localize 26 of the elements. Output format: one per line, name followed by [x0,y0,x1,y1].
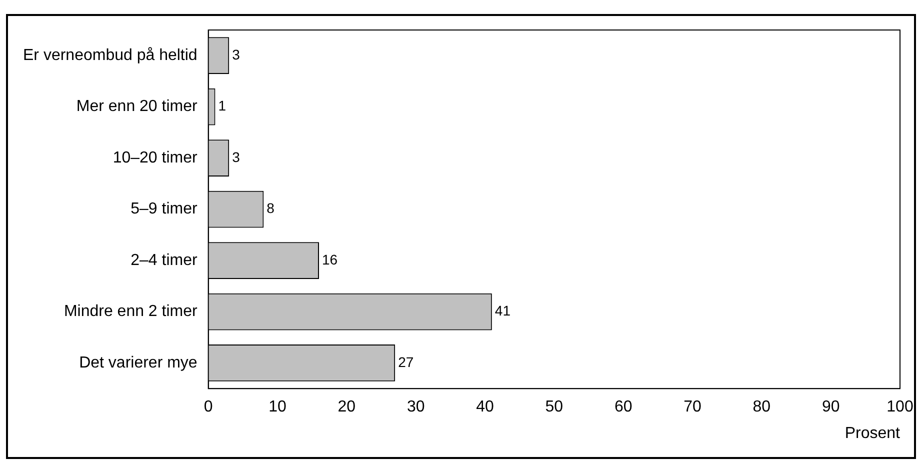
x-tick-label: 80 [752,398,771,416]
y-tick-label: Er verneombud på heltid [23,47,198,64]
x-axis-title: Prosent [844,424,901,442]
data-label: 41 [494,302,511,319]
data-label: 1 [218,98,226,114]
y-tick-label: 2–4 timer [130,252,198,269]
data-label: 3 [232,46,240,62]
data-label: 3 [232,148,240,165]
y-tick-label: 5–9 timer [130,200,198,218]
x-tick-label: 70 [684,398,702,416]
y-tick-label: Mindre enn 2 timer [64,303,198,320]
y-tick-label: Mer enn 20 timer [76,98,198,116]
x-tick-label: 60 [614,398,632,416]
x-tick-label: 30 [406,398,425,416]
x-tick-label: 40 [476,398,494,416]
x-tick-label: 90 [822,398,840,416]
x-tick-label: 50 [545,398,564,416]
y-tick-label: 10–20 timer [112,149,198,166]
x-tick-label: 0 [204,398,213,416]
x-tick-label: 100 [886,398,914,416]
x-tick-label: 10 [268,398,286,416]
data-label: 27 [398,354,414,370]
data-label: 8 [266,200,275,216]
x-tick-label: 20 [338,398,356,416]
data-label: 16 [322,251,338,268]
y-tick-label: Det varierer mye [79,354,198,372]
